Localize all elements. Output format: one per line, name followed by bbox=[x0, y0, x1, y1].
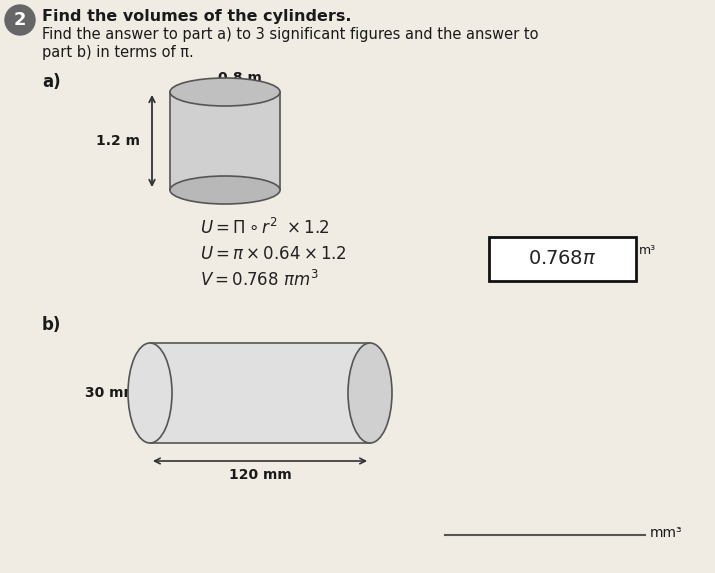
Text: 0.8 m: 0.8 m bbox=[218, 71, 262, 85]
Text: part b) in terms of π.: part b) in terms of π. bbox=[42, 45, 194, 60]
Text: $0.768\pi$: $0.768\pi$ bbox=[528, 249, 596, 269]
Text: 120 mm: 120 mm bbox=[229, 468, 292, 482]
Ellipse shape bbox=[170, 78, 280, 106]
Ellipse shape bbox=[348, 343, 392, 443]
Circle shape bbox=[5, 5, 35, 35]
Text: a): a) bbox=[42, 73, 61, 91]
Text: 30 mm: 30 mm bbox=[85, 386, 138, 400]
Ellipse shape bbox=[170, 176, 280, 204]
Text: $U = \Pi \circ r^{2}\ \times 1.2$: $U = \Pi \circ r^{2}\ \times 1.2$ bbox=[200, 218, 330, 238]
Text: 2: 2 bbox=[14, 11, 26, 29]
Bar bbox=[170, 92, 280, 190]
Text: $U = \pi \times 0.64 \times 1.2$: $U = \pi \times 0.64 \times 1.2$ bbox=[200, 245, 346, 263]
Text: Find the answer to part a) to 3 significant figures and the answer to: Find the answer to part a) to 3 signific… bbox=[42, 28, 538, 42]
Text: mm³: mm³ bbox=[650, 526, 683, 540]
Text: 1.2 m: 1.2 m bbox=[96, 134, 140, 148]
Text: $V = 0.768\ \pi m^{3}$: $V = 0.768\ \pi m^{3}$ bbox=[200, 270, 319, 290]
Ellipse shape bbox=[128, 343, 172, 443]
Text: m³: m³ bbox=[639, 245, 656, 257]
FancyBboxPatch shape bbox=[489, 237, 636, 281]
Bar bbox=[150, 343, 370, 443]
Text: Find the volumes of the cylinders.: Find the volumes of the cylinders. bbox=[42, 9, 352, 23]
Text: b): b) bbox=[42, 316, 61, 334]
